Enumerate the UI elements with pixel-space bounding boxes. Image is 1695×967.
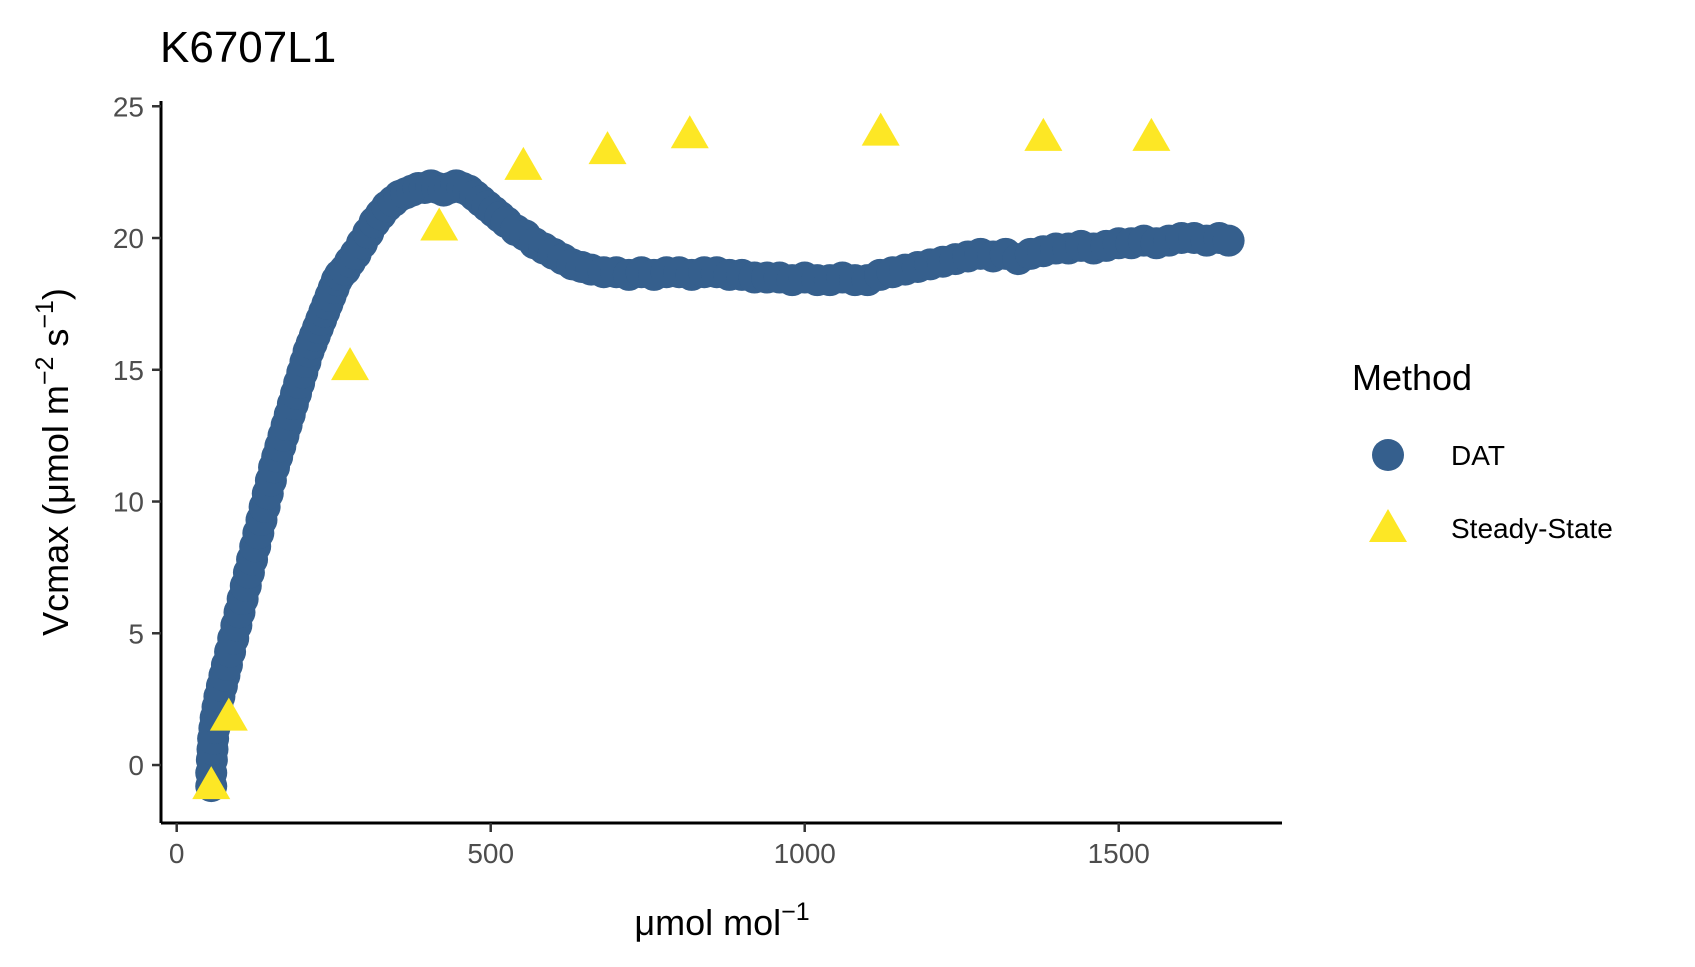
y-tick-label: 10 xyxy=(113,487,144,518)
steady-state-point xyxy=(504,146,543,180)
dat-point xyxy=(1212,224,1245,257)
y-axis-title: Vcmax (μmol m−2 s−1) xyxy=(31,288,76,636)
legend: Method DAT Steady-State xyxy=(1352,357,1613,544)
legend-key-dat xyxy=(1372,439,1404,471)
x-tick-label: 1000 xyxy=(774,838,836,869)
steady-state-point xyxy=(1024,117,1063,151)
legend-label-dat: DAT xyxy=(1451,440,1505,471)
y-tick-label: 25 xyxy=(113,91,144,122)
steady-state-point xyxy=(192,766,231,800)
y-tick-label: 15 xyxy=(113,355,144,386)
steady-state-point xyxy=(331,347,370,381)
y-axis-title-part-1: Vcmax (μmol m xyxy=(35,385,76,636)
x-tick-label: 500 xyxy=(467,838,514,869)
y-axis-title-part-3: ) xyxy=(35,288,76,300)
y-tick-label: 0 xyxy=(128,750,144,781)
steady-state-point xyxy=(670,115,709,149)
steady-state-point xyxy=(1132,117,1171,151)
x-axis-title: μmol mol−1 xyxy=(634,898,809,943)
steady-state-point xyxy=(588,131,627,165)
x-axis-title-superscript: −1 xyxy=(781,898,810,926)
y-tick-label: 20 xyxy=(113,223,144,254)
chart-title: K6707L1 xyxy=(160,23,336,72)
legend-key-steady-state xyxy=(1369,509,1407,542)
y-tick-label: 5 xyxy=(128,618,144,649)
steady-state-point xyxy=(420,207,459,241)
plot-marks xyxy=(192,112,1245,803)
steady-state-point xyxy=(861,112,900,146)
y-axis-title-part-2: s xyxy=(35,329,76,357)
x-axis-title-main: μmol mol xyxy=(634,902,781,943)
x-ticks: 0 500 1000 1500 xyxy=(169,823,1150,869)
x-tick-label: 0 xyxy=(169,838,185,869)
x-tick-label: 1500 xyxy=(1088,838,1150,869)
y-ticks: 0 5 10 15 20 25 xyxy=(113,91,161,781)
y-axis-title-sup-1: −2 xyxy=(31,357,59,386)
legend-label-steady-state: Steady-State xyxy=(1451,513,1613,544)
y-axis-title-sup-2: −1 xyxy=(31,300,59,329)
steady-state-point xyxy=(209,697,248,731)
legend-title: Method xyxy=(1352,357,1472,398)
